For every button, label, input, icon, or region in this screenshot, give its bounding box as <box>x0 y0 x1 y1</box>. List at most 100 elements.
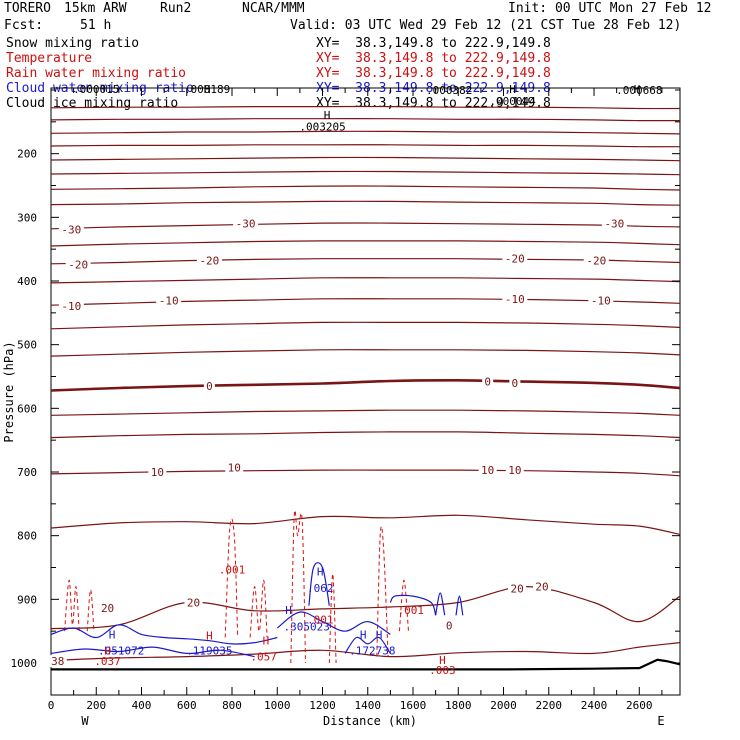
contour-label: 20 <box>510 583 523 596</box>
max-value-label: .000668 <box>616 84 662 97</box>
max-marker-h: H <box>317 565 324 578</box>
contour-label-bg-17 <box>505 464 524 477</box>
contour-label: 20 <box>101 602 114 615</box>
isotherm-line-6 <box>50 185 681 191</box>
y-tick-label: 400 <box>17 275 37 288</box>
contour-label: -10 <box>505 293 525 306</box>
rain-water-contour-6 <box>376 525 389 657</box>
y-tick-label: 900 <box>17 593 37 606</box>
isotherm-line-13 <box>50 321 681 330</box>
contour-label: 0 <box>206 380 213 393</box>
organization: NCAR/MMM <box>242 1 305 16</box>
y-axis-title: Pressure (hPa) <box>2 341 16 442</box>
isotherm-line-16 <box>50 409 681 416</box>
x-tick-label: 1600 <box>400 699 427 712</box>
x-tick-label: 600 <box>177 699 197 712</box>
contour-label-bg-22 <box>443 619 455 632</box>
x-tick-label: 2200 <box>536 699 563 712</box>
cloud-water-contour-4 <box>344 636 391 654</box>
contour-label: -20 <box>586 255 606 268</box>
model-resolution: 15km ARW <box>64 1 127 16</box>
contour-label: -10 <box>159 295 179 308</box>
max-marker-h: H <box>206 630 213 643</box>
max-marker-h: H <box>104 644 111 657</box>
isotherm-line-21 <box>50 642 681 662</box>
contour-label: 20 <box>535 581 548 594</box>
contour-label-bg-18 <box>98 602 117 615</box>
max-marker-h: H <box>109 628 116 641</box>
max-value-label: .000382 <box>426 84 472 97</box>
max-value-label: .000189 <box>184 83 230 96</box>
max-value-label: .119035 <box>186 644 232 657</box>
x-axis-title: Distance (km) <box>323 714 417 728</box>
x-tick-label: 800 <box>222 699 242 712</box>
max-marker-h: H <box>263 635 270 648</box>
legend-xy-rain-water: XY= 38.3,149.8 to 222.9,149.8 <box>316 66 551 81</box>
forecast-hours: 51 h <box>80 18 112 33</box>
contour-label-bg-13 <box>509 376 521 389</box>
legend-xy-snow: XY= 38.3,149.8 to 222.9,149.8 <box>316 36 551 51</box>
contour-label: 10 <box>228 462 241 475</box>
forecast-label: Fcst: <box>4 18 44 33</box>
max-marker-h: H <box>439 654 446 667</box>
contour-label-bg-9 <box>502 292 528 305</box>
contour-label-bg-16 <box>478 464 497 477</box>
valid-time: Valid: 03 UTC Wed 29 Feb 12 (21 CST Tue … <box>290 18 682 33</box>
x-tick-label: 400 <box>132 699 152 712</box>
x-tick-label: 2600 <box>626 699 653 712</box>
rain-water-contour-4 <box>290 510 306 664</box>
contour-label-bg-14 <box>148 466 167 478</box>
init-time: Init: 00 UTC Mon 27 Feb 12 <box>508 1 712 16</box>
contour-label: 0 <box>446 619 453 632</box>
contour-label-bg-19 <box>184 596 203 609</box>
max-marker-h: H <box>634 83 641 96</box>
max-marker-h: H <box>285 604 292 617</box>
direction-west: W <box>81 714 89 728</box>
contour-label-bg-12 <box>482 375 494 388</box>
contour-label: -10 <box>61 300 81 313</box>
contour-label: -20 <box>505 253 525 266</box>
contour-label: -20 <box>68 258 88 271</box>
isotherm-line-8 <box>50 222 681 230</box>
max-marker-h: H <box>324 109 331 122</box>
max-value-label: .003205 <box>299 120 345 133</box>
contour-label-bg-0 <box>58 223 84 236</box>
contour-label: 0 <box>484 376 491 389</box>
contour-label-bg-15 <box>225 461 244 474</box>
contour-label: 0 <box>512 377 519 390</box>
max-value-label: .057 <box>250 651 277 664</box>
contour-label-bg-23 <box>48 655 67 668</box>
legend-label-temperature: Temperature <box>6 51 93 66</box>
contour-label-bg-10 <box>588 294 614 307</box>
isotherm-line-7 <box>50 200 681 206</box>
contour-label-bg-20 <box>508 582 527 595</box>
rain-water-contour-3 <box>249 579 268 638</box>
max-value-label: .172738 <box>349 644 395 657</box>
max-value-label: .001 <box>219 563 246 576</box>
x-tick-label: 1800 <box>445 699 472 712</box>
cloud-water-contour-0 <box>50 624 278 645</box>
cloud-water-contour-2 <box>308 562 330 606</box>
legend-label-rain-water: Rain water mixing ratio <box>6 66 187 81</box>
isotherm-line-0 <box>50 105 681 110</box>
contour-label: 20 <box>187 597 200 610</box>
terrain-line <box>51 658 681 671</box>
max-value-label: .000015 <box>73 83 119 96</box>
x-tick-label: 0 <box>48 699 55 712</box>
contour-label-bg-4 <box>196 254 222 267</box>
contour-label: -30 <box>236 218 256 231</box>
max-value-label: .305023 <box>283 621 329 634</box>
x-tick-label: 200 <box>86 699 106 712</box>
max-value-label: .001 <box>307 614 334 627</box>
isotherm-line-1 <box>50 118 681 122</box>
y-tick-label: 200 <box>17 148 37 161</box>
y-tick-label: 600 <box>17 402 37 415</box>
cloud-water-contour-6 <box>435 592 446 616</box>
max-marker-h: H <box>204 83 211 96</box>
cloud-water-contour-3 <box>276 611 391 635</box>
x-tick-label: 2000 <box>490 699 517 712</box>
y-tick-label: 700 <box>17 466 37 479</box>
isotherm-line-20 <box>50 585 681 630</box>
rain-water-contour-0 <box>64 579 80 632</box>
